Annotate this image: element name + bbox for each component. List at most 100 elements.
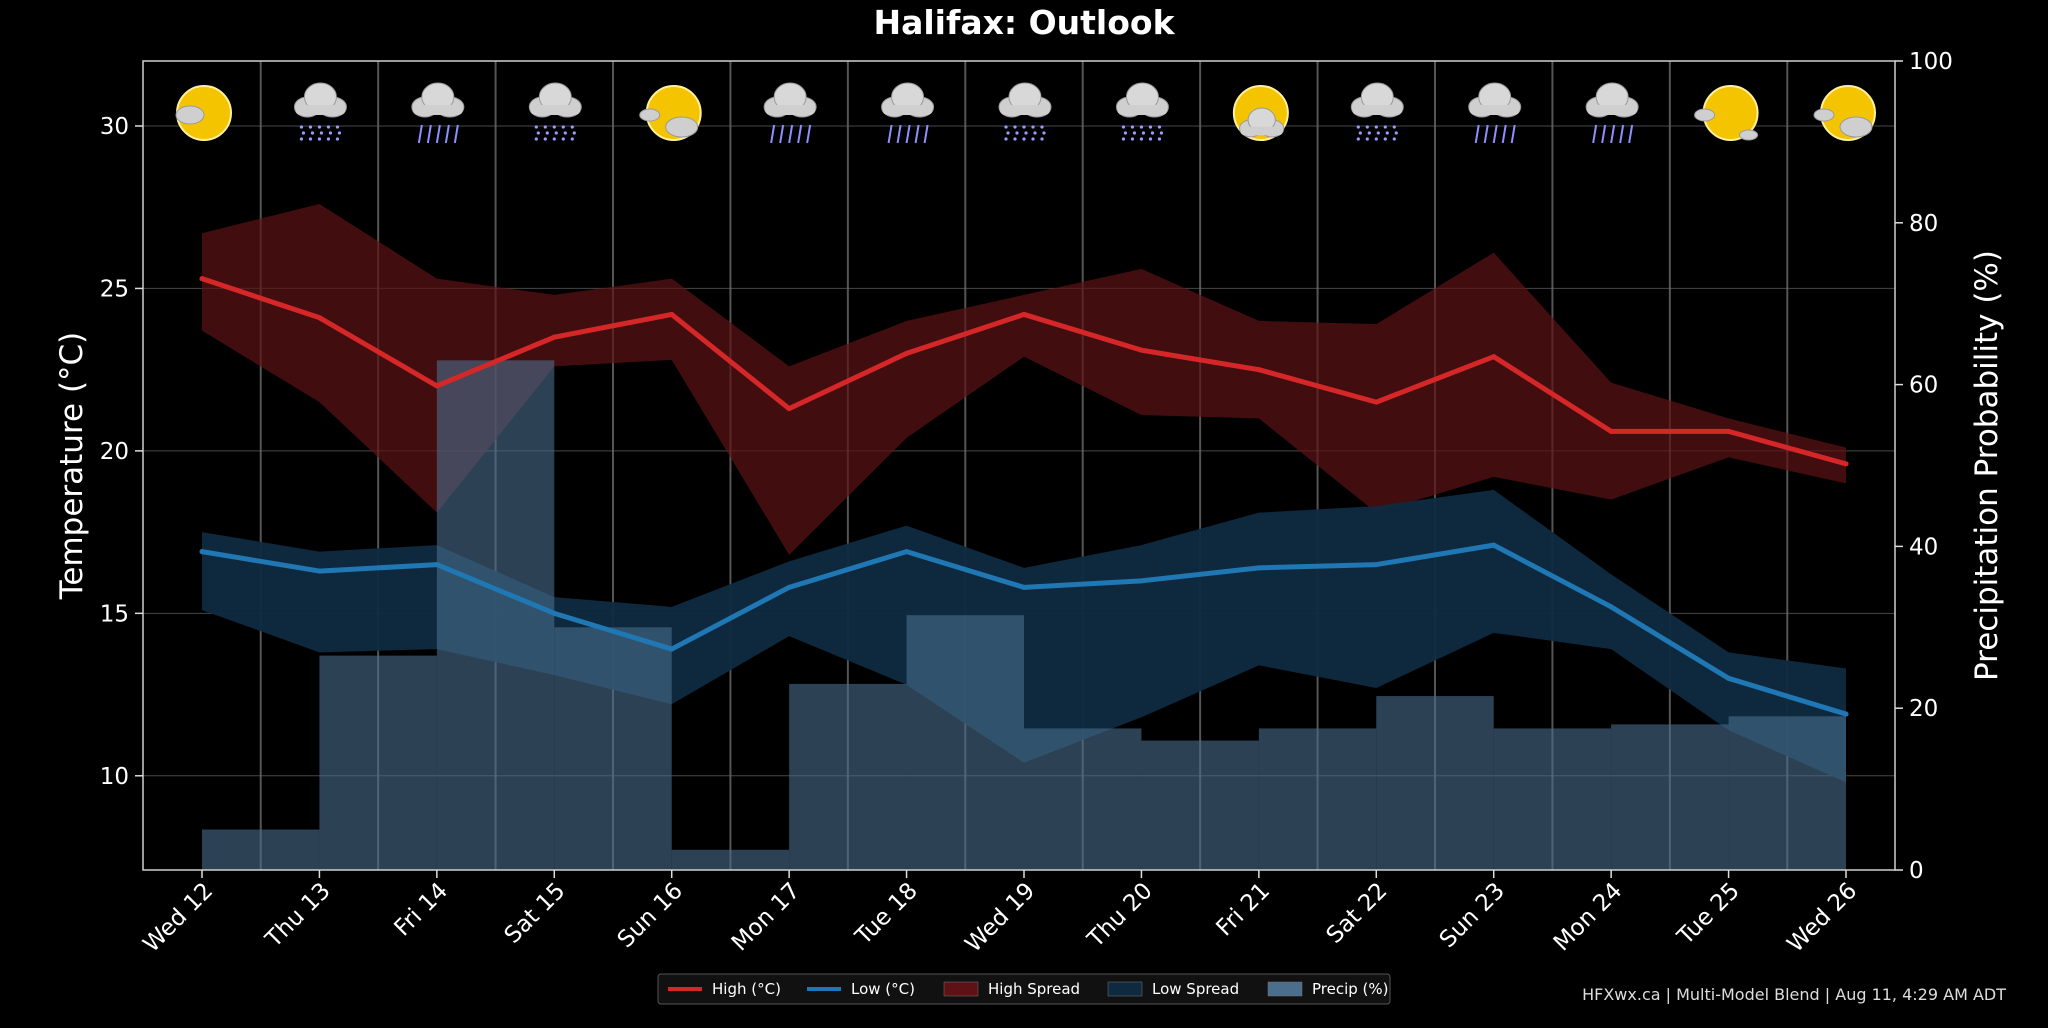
precip-bar — [671, 849, 790, 870]
low-temp-point — [1726, 675, 1732, 681]
x-tick-label: Wed 19 — [961, 878, 1041, 958]
low-temp-point — [786, 584, 792, 590]
precip-bar — [1258, 728, 1377, 870]
low-temp-point — [1256, 565, 1262, 571]
snow-cloud-icon — [528, 82, 582, 141]
low-temp-point — [1608, 604, 1614, 610]
high-temp-point — [434, 383, 440, 389]
high-temp-point — [316, 315, 322, 321]
y2-tick-label: 60 — [1909, 373, 1938, 399]
snow-cloud-icon — [1350, 82, 1404, 141]
legend-swatch — [1267, 981, 1303, 997]
x-tick-label: Tue 25 — [1672, 878, 1745, 951]
high-temp-point — [551, 334, 557, 340]
precip-bar — [319, 655, 437, 870]
high-temp-point — [1373, 399, 1379, 405]
high-temp-point — [1726, 428, 1732, 434]
legend-box — [657, 973, 1391, 1005]
x-tick-label: Thu 13 — [260, 878, 336, 954]
precip-bar — [202, 829, 320, 870]
y-tick-label: 30 — [100, 114, 129, 140]
rain-cloud-icon — [881, 82, 935, 144]
precip-bar — [906, 615, 1024, 870]
high-temp-point — [1608, 428, 1614, 434]
high-temp-point — [1491, 354, 1497, 360]
y2-tick-label: 20 — [1909, 696, 1938, 722]
precip-bar — [436, 360, 555, 870]
precip-bar — [1141, 740, 1259, 870]
y-tick-label: 25 — [100, 276, 129, 302]
x-tick-label: Mon 24 — [1549, 878, 1628, 957]
legend-label: Low (°C) — [851, 980, 915, 998]
y2-tick-label: 40 — [1909, 534, 1938, 560]
rain-cloud-icon — [763, 82, 817, 144]
high-temp-point — [669, 311, 675, 317]
high-temp-point — [1138, 347, 1144, 353]
legend-label: High (°C) — [712, 980, 781, 998]
snow-cloud-icon — [1115, 82, 1169, 141]
legend-label: High Spread — [988, 980, 1080, 998]
rain-cloud-icon — [1585, 82, 1639, 144]
y-tick-label: 20 — [100, 439, 129, 465]
x-tick-label: Mon 17 — [727, 878, 806, 957]
legend-label: Low Spread — [1152, 980, 1239, 998]
y-tick-label: 10 — [100, 764, 129, 790]
y2-tick-label: 0 — [1909, 858, 1924, 884]
precip-bar — [1376, 696, 1494, 870]
high-temp-point — [1256, 367, 1262, 373]
legend-swatch — [943, 981, 979, 997]
legend-label: Precip (%) — [1312, 980, 1389, 998]
rain-cloud-icon — [411, 82, 465, 144]
low-temp-point — [316, 568, 322, 574]
y-axis-label: Temperature (°C) — [54, 332, 90, 601]
credit-text: HFXwx.ca | Multi-Model Blend | Aug 11, 4… — [1582, 985, 2006, 1004]
y2-tick-label: 80 — [1909, 211, 1938, 237]
high-temp-point — [1021, 311, 1027, 317]
high-temp-point — [199, 276, 205, 282]
high-temp-point — [786, 406, 792, 412]
y2-tick-label: 100 — [1909, 49, 1953, 75]
low-temp-point — [669, 646, 675, 652]
x-tick-label: Sun 23 — [1435, 878, 1510, 953]
precip-bar — [1024, 728, 1142, 870]
x-tick-label: Fri 21 — [1211, 878, 1275, 942]
high-temp-point — [904, 350, 910, 356]
precip-bar — [554, 627, 672, 870]
sun-cloud-icon — [639, 85, 702, 141]
snow-cloud-icon — [998, 82, 1052, 141]
x-tick-label: Wed 26 — [1783, 878, 1863, 958]
sun-cloud-icon — [175, 85, 232, 141]
plot-frame — [142, 60, 1896, 871]
low-temp-point — [434, 562, 440, 568]
low-temp-point — [904, 549, 910, 555]
sun-cloud-icon — [1232, 85, 1289, 141]
legend-swatch — [1107, 981, 1143, 997]
x-tick-label: Sat 15 — [500, 878, 571, 949]
precip-bar — [1728, 716, 1846, 870]
low-temp-point — [199, 549, 205, 555]
low-temp-point — [551, 610, 557, 616]
low-temp-point — [1491, 542, 1497, 548]
y2-axis-label: Precipitation Probability (%) — [1969, 250, 2005, 681]
sun-cloud-icon — [1813, 85, 1876, 141]
low-temp-point — [1843, 711, 1849, 717]
x-tick-label: Wed 12 — [139, 878, 219, 958]
x-tick-label: Tue 18 — [850, 878, 923, 951]
precip-bar — [1611, 724, 1729, 870]
sun-cloud-icon — [1694, 85, 1759, 141]
x-tick-label: Thu 20 — [1082, 878, 1158, 954]
x-tick-label: Sun 16 — [613, 878, 688, 953]
y-tick-label: 15 — [100, 601, 129, 627]
low-temp-point — [1373, 562, 1379, 568]
x-tick-label: Fri 14 — [389, 878, 453, 942]
snow-cloud-icon — [293, 82, 347, 141]
high-spread-band — [202, 203, 1846, 555]
low-temp-point — [1138, 578, 1144, 584]
precip-bar — [1493, 728, 1612, 870]
x-tick-label: Sat 22 — [1322, 878, 1393, 949]
chart-title: Halifax: Outlook — [873, 3, 1175, 42]
rain-cloud-icon — [1468, 82, 1522, 144]
low-temp-point — [1021, 584, 1027, 590]
